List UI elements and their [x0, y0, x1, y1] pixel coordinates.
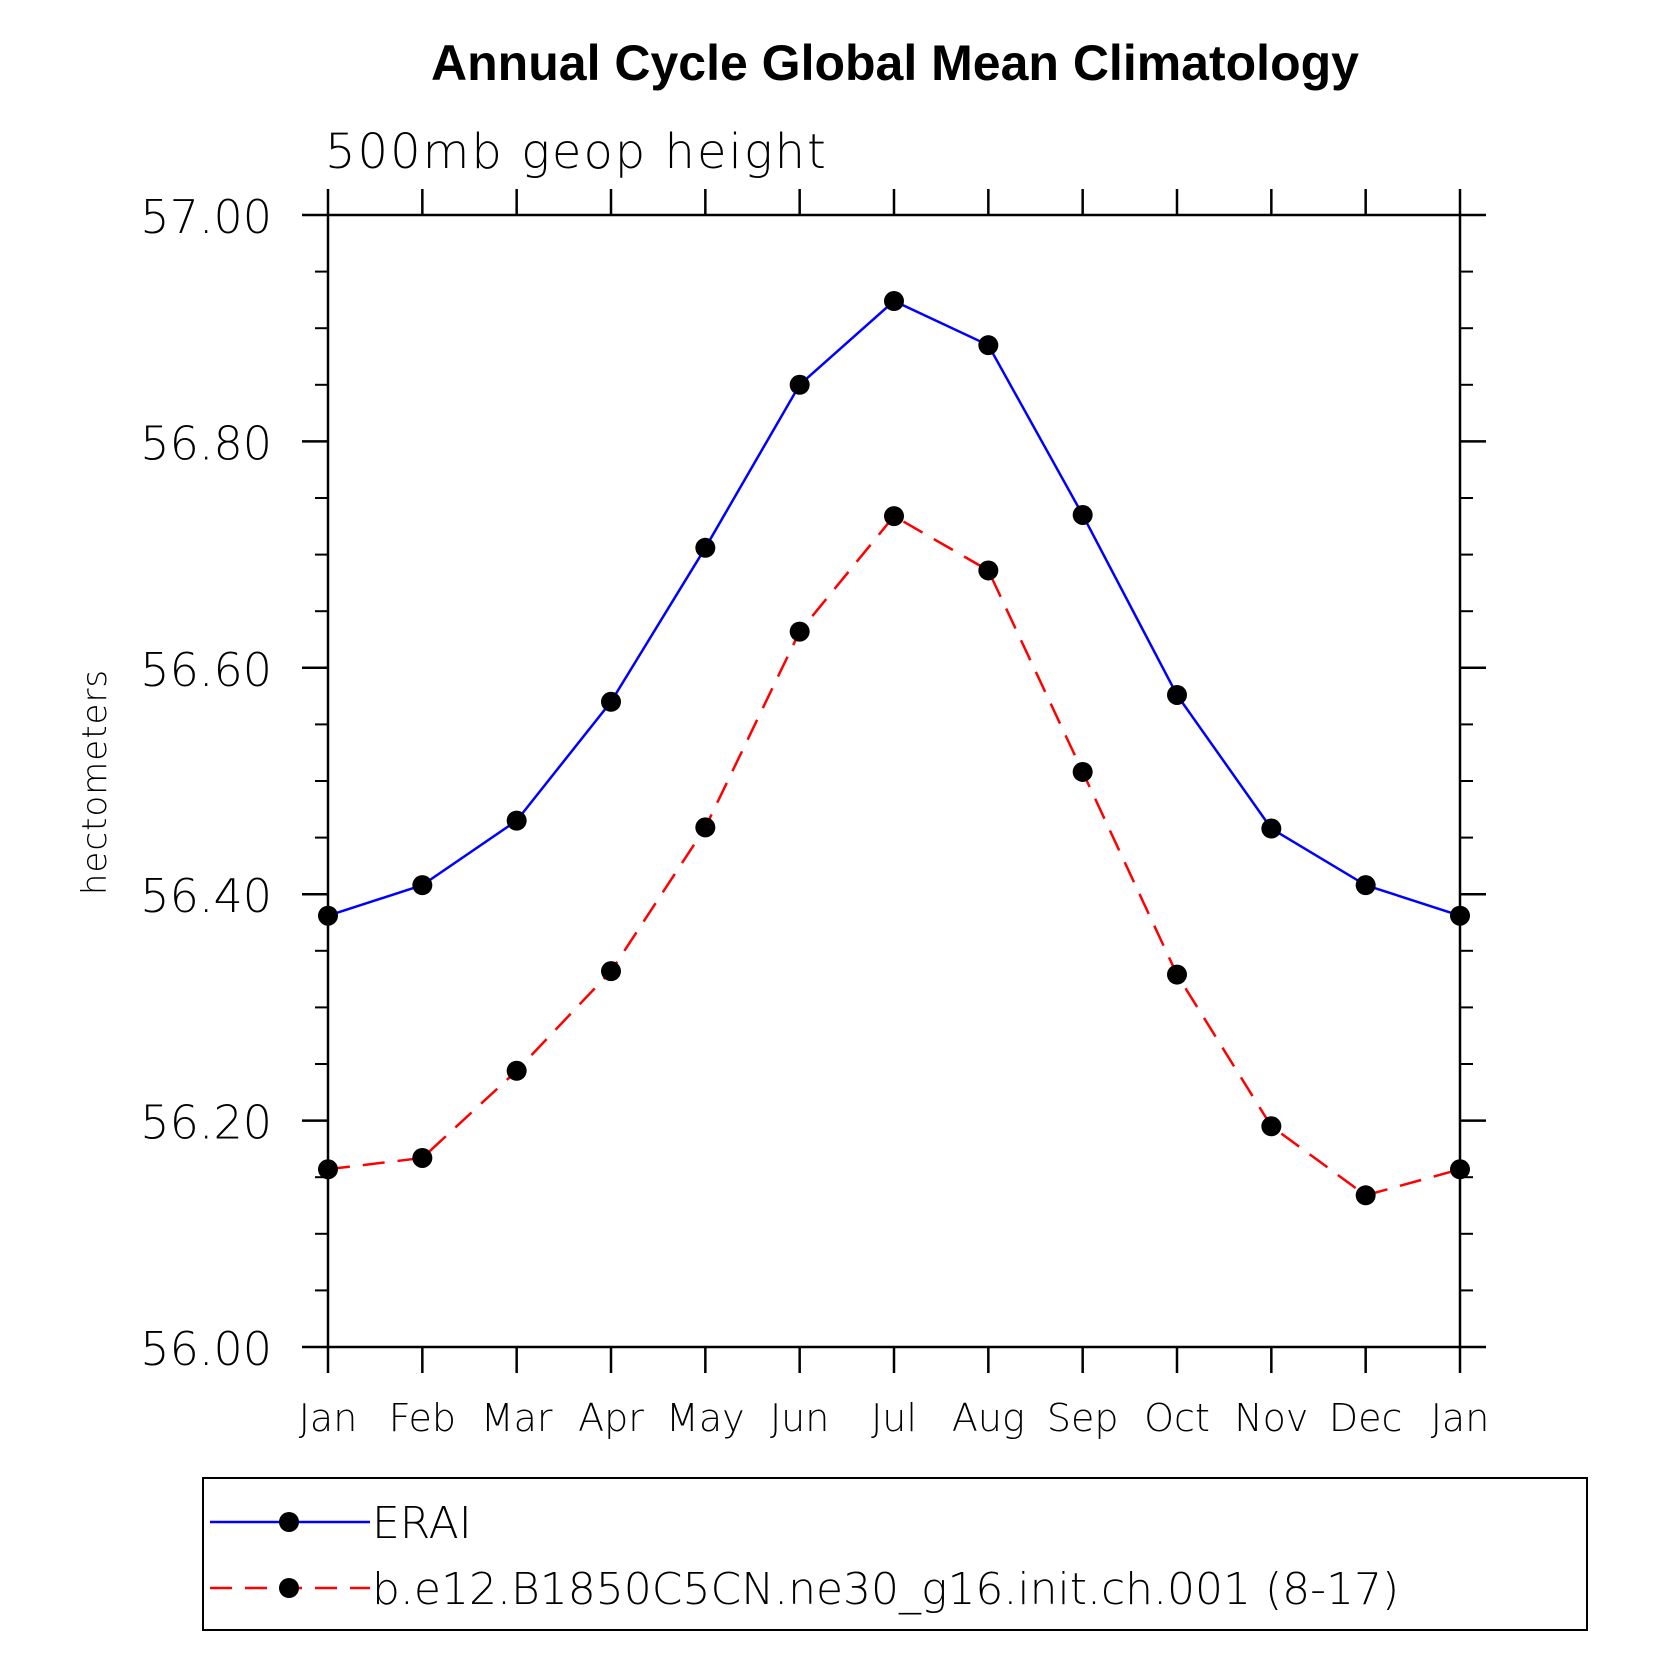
series-2-point: [978, 560, 999, 581]
plot-frame: [326, 213, 1462, 1349]
x-tick-label: Oct: [1144, 1396, 1210, 1440]
y-tick-label: 56.40: [140, 869, 272, 923]
legend-marker-1: [279, 1512, 299, 1532]
y-tick-label: 56.00: [140, 1322, 272, 1376]
series-2-point: [1355, 1185, 1376, 1206]
series-2-point: [412, 1147, 433, 1168]
series-1-point: [884, 291, 904, 312]
series-2-point: [1261, 1116, 1282, 1137]
chart-subtitle: 500mb geop height: [325, 124, 828, 180]
x-tick-label: Jun: [770, 1396, 829, 1440]
x-tick-label: Apr: [578, 1396, 644, 1440]
x-tick-label: May: [666, 1396, 745, 1440]
x-tick-label: Jan: [1431, 1396, 1490, 1440]
x-tick-label: Feb: [389, 1396, 456, 1440]
series-2-point: [506, 1060, 527, 1081]
series-1-point: [978, 335, 999, 356]
series-2-point: [695, 817, 716, 838]
series-line-2: [327, 514, 1461, 1197]
series-1-point: [1072, 504, 1093, 525]
series-1-point: [789, 374, 810, 395]
series-1-point: [412, 875, 433, 896]
series-1-point: [1261, 818, 1282, 839]
series-2-point: [1167, 964, 1187, 985]
y-axis-label: hectometers: [75, 669, 115, 895]
series-1-point: [1167, 684, 1187, 705]
y-tick-label: 56.20: [140, 1096, 272, 1150]
legend-label-1: ERAI: [372, 1498, 472, 1549]
series-line-1: [327, 299, 1461, 917]
chart-title: Annual Cycle Global Mean Climatology: [431, 35, 1359, 91]
series-1-point: [318, 905, 338, 926]
legend: ERAI b.e12.B1850C5CN.ne30_g16.init.ch.001…: [202, 1477, 1588, 1631]
series-1-point: [695, 537, 716, 558]
series-1-point: [1450, 905, 1470, 926]
x-tick-label: Dec: [1329, 1396, 1403, 1440]
legend-marker-2: [279, 1578, 299, 1598]
x-tick-label: Nov: [1234, 1396, 1308, 1440]
series-2-point: [1072, 761, 1093, 782]
series-2-point: [601, 961, 621, 982]
x-tick-label: Sep: [1047, 1396, 1119, 1440]
y-tick-label: 57.00: [140, 190, 272, 244]
series-1-point: [1355, 875, 1376, 896]
series-2-point: [318, 1159, 338, 1180]
series-2-point: [884, 506, 904, 527]
series-1-point: [601, 691, 621, 712]
series-2-point: [789, 621, 810, 642]
x-tick-label: Jan: [299, 1396, 358, 1440]
series-group: [318, 291, 1470, 1206]
legend-label-2: b.e12.B1850C5CN.ne30_g16.init.ch.001 (8-…: [372, 1564, 1399, 1615]
axes: Jan Feb Mar Apr May Jun Jul Aug Sep Oct Nov Dec Jan 5…: [140, 189, 1489, 1440]
y-tick-label: 56.80: [140, 416, 272, 470]
y-tick-label: 56.60: [140, 643, 272, 697]
x-tick-label: Aug: [952, 1396, 1025, 1440]
legend-box: [202, 1477, 1588, 1631]
x-tick-label: Mar: [481, 1396, 553, 1440]
series-2-point: [1450, 1159, 1470, 1180]
x-tick-label: Jul: [871, 1396, 917, 1440]
series-1-point: [506, 810, 527, 831]
